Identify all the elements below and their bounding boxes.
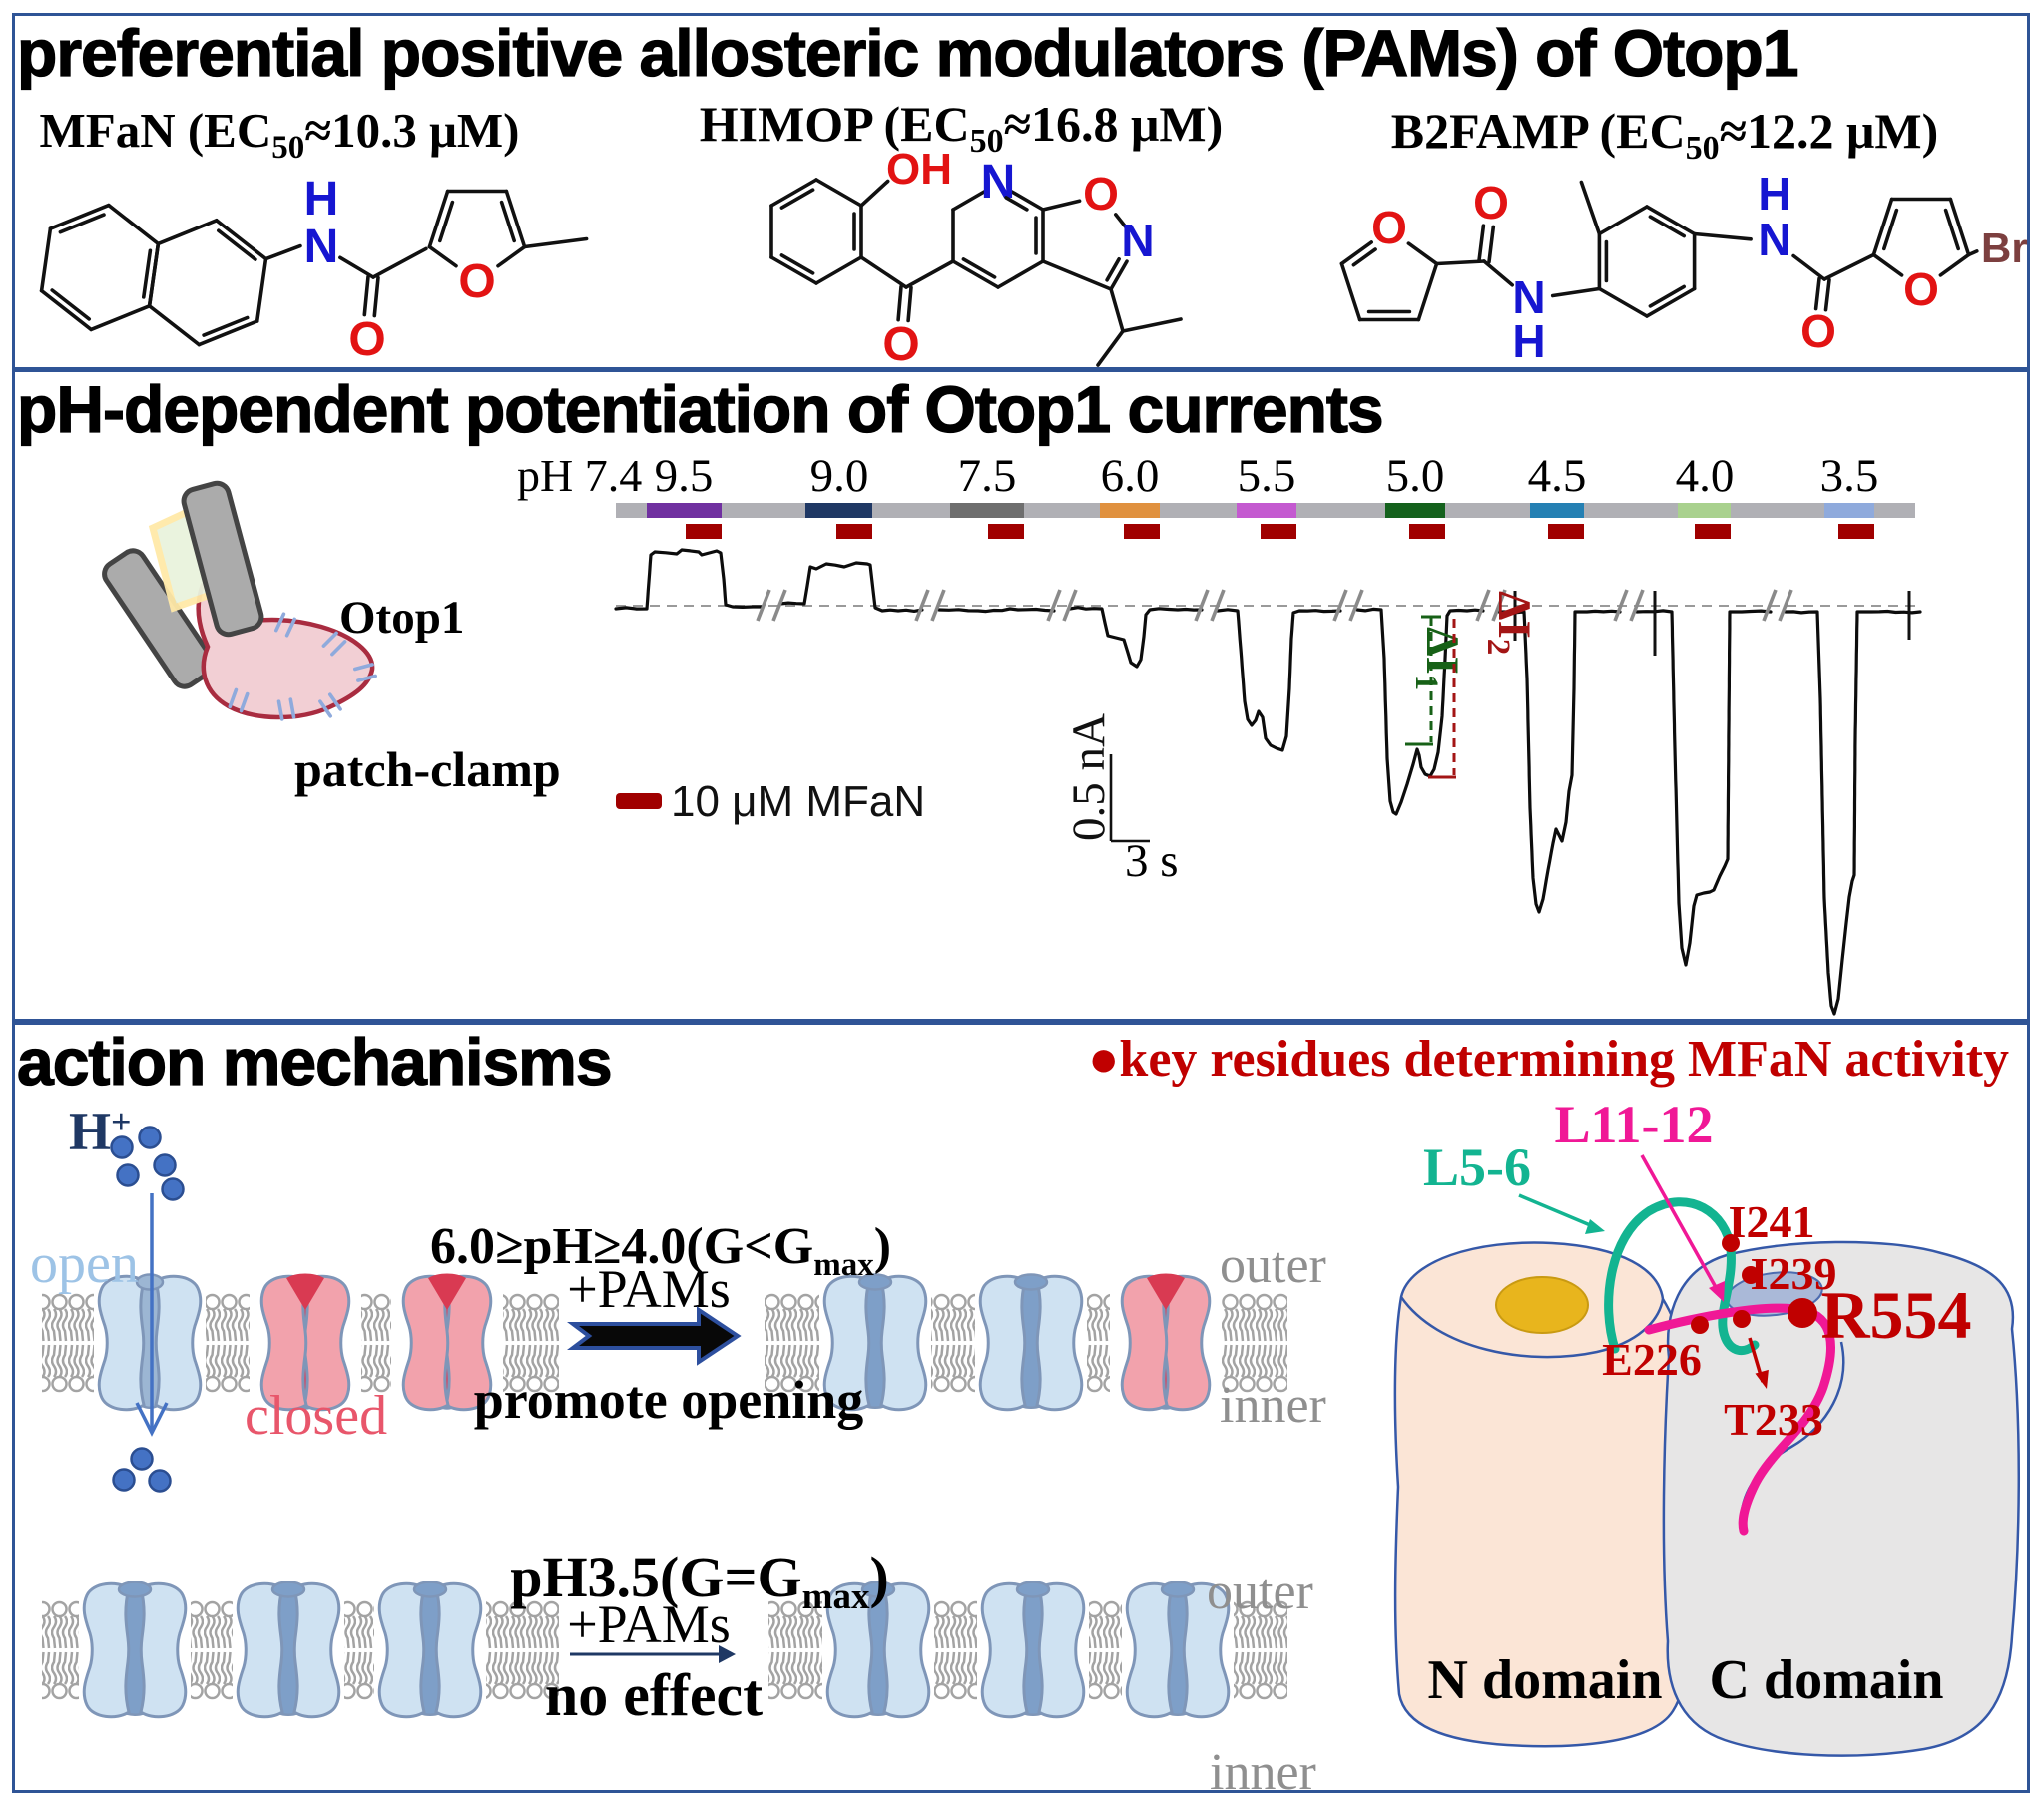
svg-text:O: O (882, 318, 919, 371)
svg-text:OH: OH (886, 145, 952, 194)
svg-text:Br: Br (1981, 225, 2028, 271)
svg-text:preferential positive alloster: preferential positive allosteric modulat… (17, 16, 1797, 90)
svg-text:7.5: 7.5 (958, 450, 1017, 502)
svg-text:C domain: C domain (1710, 1649, 1944, 1711)
svg-text:6.0≥pH≥4.0(G<Gmax): 6.0≥pH≥4.0(G<Gmax) (430, 1218, 891, 1283)
svg-text:9.5: 9.5 (655, 450, 714, 502)
svg-text:ΔI1: ΔI1 (1408, 627, 1468, 690)
svg-text:HIMOP (EC50≈16.8 μM): HIMOP (EC50≈16.8 μM) (700, 96, 1223, 160)
svg-text:N: N (1121, 215, 1154, 266)
svg-text:N domain: N domain (1428, 1649, 1663, 1711)
svg-text:closed: closed (245, 1385, 387, 1447)
svg-text:pH 7.4: pH 7.4 (517, 450, 642, 501)
svg-text:0.5 nA: 0.5 nA (1063, 713, 1115, 841)
svg-text:O: O (1800, 305, 1836, 357)
svg-text:R554: R554 (1820, 1277, 1971, 1353)
svg-text:inner: inner (1210, 1744, 1316, 1801)
svg-text:outer: outer (1220, 1237, 1326, 1294)
svg-text:10 μM MFaN: 10 μM MFaN (671, 777, 925, 826)
svg-text:O: O (1083, 168, 1119, 220)
svg-text:3.5: 3.5 (1820, 450, 1879, 502)
svg-text:MFaN (EC50≈10.3 μM): MFaN (EC50≈10.3 μM) (40, 103, 520, 166)
svg-text:N: N (304, 221, 339, 273)
svg-text:+PAMs: +PAMs (567, 1259, 731, 1319)
svg-text:6.0: 6.0 (1101, 450, 1160, 502)
svg-text:I241: I241 (1729, 1196, 1815, 1247)
svg-text:N: N (1758, 214, 1790, 265)
svg-text:outer: outer (1207, 1564, 1313, 1620)
svg-text:5.0: 5.0 (1386, 450, 1445, 502)
svg-text:O: O (348, 313, 385, 366)
svg-text:L5-6: L5-6 (1423, 1137, 1531, 1197)
svg-text:O: O (1903, 263, 1939, 315)
svg-text:T233: T233 (1724, 1394, 1823, 1445)
svg-text:Otop1: Otop1 (339, 592, 464, 644)
svg-text:4.5: 4.5 (1528, 450, 1587, 502)
svg-text:open: open (30, 1233, 139, 1295)
svg-text:pH-dependent potentiation of O: pH-dependent potentiation of Otop1 curre… (17, 372, 1383, 446)
svg-text:H: H (1512, 315, 1545, 367)
svg-text:5.5: 5.5 (1238, 450, 1296, 502)
svg-text:H: H (1758, 168, 1790, 220)
svg-text:3 s: 3 s (1125, 835, 1179, 887)
svg-text:O: O (458, 255, 495, 308)
svg-text:N: N (1512, 271, 1545, 323)
svg-text:+PAMs: +PAMs (567, 1594, 731, 1654)
svg-text:I239: I239 (1751, 1248, 1837, 1299)
svg-text:no effect: no effect (545, 1662, 763, 1728)
svg-text:O: O (1371, 202, 1407, 253)
svg-text:9.0: 9.0 (810, 450, 869, 502)
svg-text:patch-clamp: patch-clamp (294, 741, 561, 797)
svg-text:B2FAMP (EC50≈12.2 μM): B2FAMP (EC50≈12.2 μM) (1391, 103, 1939, 167)
svg-text:action mechanisms: action mechanisms (17, 1025, 612, 1099)
svg-text:4.0: 4.0 (1676, 450, 1735, 502)
svg-text:promote opening: promote opening (474, 1370, 864, 1430)
svg-text:H: H (304, 173, 339, 226)
svg-text:O: O (1473, 177, 1509, 228)
svg-text:E226: E226 (1602, 1334, 1702, 1385)
svg-text:inner: inner (1220, 1377, 1326, 1434)
svg-text:●key residues determining MFa: ●key residues determining MFaN activity (1088, 1031, 2009, 1088)
svg-text:L11-12: L11-12 (1554, 1095, 1713, 1154)
